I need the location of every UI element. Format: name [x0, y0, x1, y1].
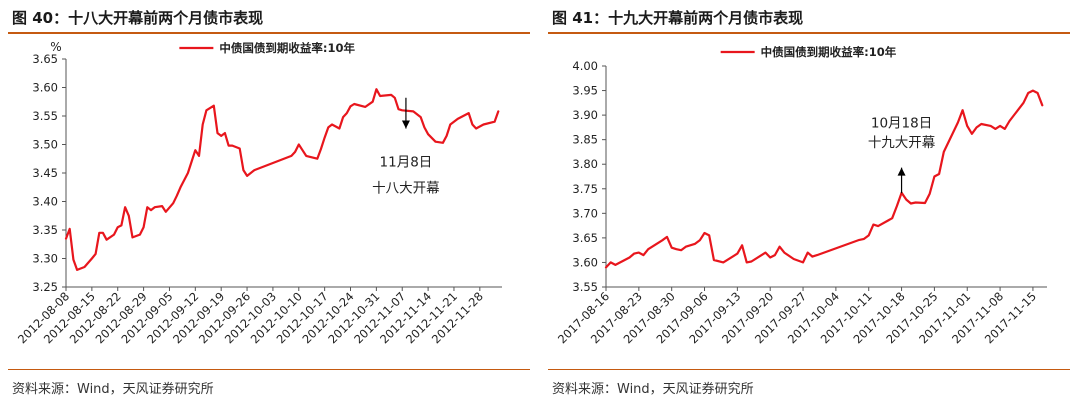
y-tick-label: 3.70: [572, 206, 598, 220]
y-tick-label: 3.30: [32, 252, 58, 266]
annotation-date: 11月8日: [380, 155, 433, 171]
chart-series: [604, 89, 1044, 269]
chart-legend: 中债国债到期收益率:10年: [720, 45, 897, 59]
chart-title: 图 40：十八大开幕前两个月债市表现: [12, 9, 264, 27]
source-note: 资料来源：Wind，天风证券研究所: [12, 382, 214, 397]
source-rule: [548, 369, 1070, 370]
y-tick-label: 3.35: [32, 223, 58, 237]
legend-label: 中债国债到期收益率:10年: [761, 45, 897, 59]
chart-panel-left: 图 40：十八大开幕前两个月债市表现 3.25 3.30 3.35 3.40 3.45 3…: [8, 0, 538, 402]
y-tick-label: 3.60: [32, 81, 58, 95]
chart-panel-right: 图 41：十九大开幕前两个月债市表现 3.55 3.60 3.65 3.70 3.75 3…: [548, 0, 1078, 402]
chart-axes: 3.55 3.60 3.65 3.70 3.75 3.80 3.85 3.90 3.95 4.00…: [555, 59, 1047, 346]
y-tick-label: 4.00: [572, 59, 598, 73]
y-axis-unit: %: [50, 40, 61, 54]
title-rule: [8, 32, 530, 34]
annotation-date: 10月18日: [871, 115, 932, 131]
y-tick-label: 3.65: [572, 231, 598, 245]
annotation-event: 十九大开幕: [868, 135, 936, 151]
yield-chart-2017: 3.55 3.60 3.65 3.70 3.75 3.80 3.85 3.90 3.95 4.00…: [555, 45, 1047, 346]
title-rule: [548, 32, 1070, 34]
y-tick-label: 3.80: [572, 157, 598, 171]
y-tick-label: 3.85: [572, 133, 598, 147]
y-tick-label: 3.55: [572, 280, 598, 294]
y-tick-label: 3.40: [32, 195, 58, 209]
chart-title: 图 41：十九大开幕前两个月债市表现: [552, 9, 804, 27]
y-tick-label: 3.25: [32, 280, 58, 294]
y-tick-label: 3.95: [572, 84, 598, 98]
annotation-event: 十八大开幕: [372, 180, 440, 196]
series-line: [604, 89, 1044, 269]
source-rule: [8, 369, 530, 370]
y-tick-label: 3.50: [32, 138, 58, 152]
source-note: 资料来源：Wind，天风证券研究所: [552, 382, 754, 397]
yield-chart-2012: 3.253.303.353.403.453.503.553.603.65%201…: [15, 40, 502, 346]
y-tick-label: 3.55: [32, 109, 58, 123]
chart-legend: 中债国债到期收益率:10年: [179, 41, 355, 55]
legend-label: 中债国债到期收益率:10年: [219, 41, 355, 55]
annotation-arrow-head: [897, 167, 906, 176]
y-tick-label: 3.90: [572, 108, 598, 122]
y-tick-label: 3.65: [32, 52, 58, 66]
y-tick-label: 3.60: [572, 255, 598, 269]
y-tick-label: 3.75: [572, 182, 598, 196]
chart-series: [64, 88, 500, 271]
annotation-arrow-head: [401, 120, 410, 129]
series-line: [64, 88, 500, 271]
y-tick-label: 3.45: [32, 166, 58, 180]
